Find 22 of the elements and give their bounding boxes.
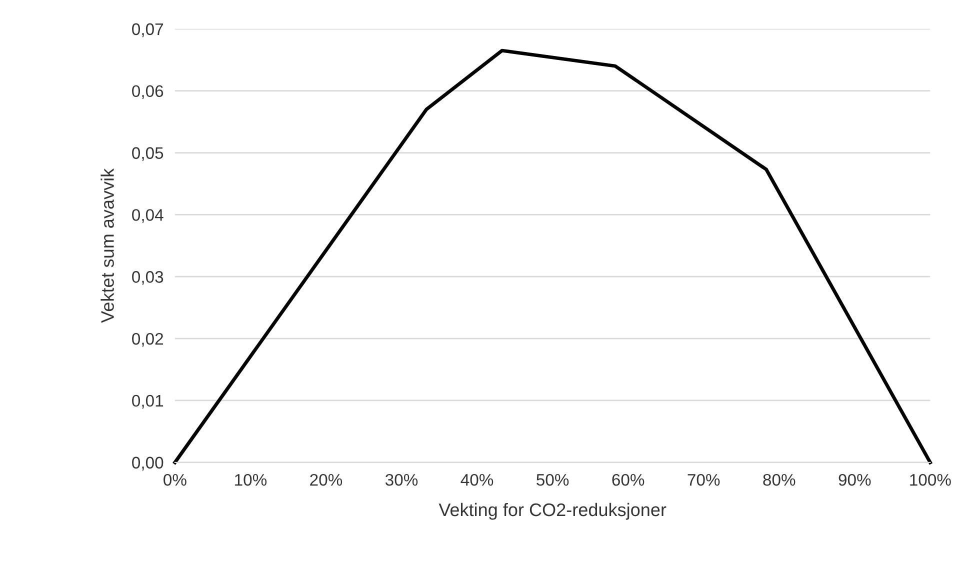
x-tick-label: 70%	[688, 474, 720, 486]
x-tick-label: 60%	[612, 474, 644, 486]
x-tick-label: 10%	[235, 474, 267, 486]
y-tick-label: 0,03	[132, 271, 164, 285]
y-tick-label: 0,05	[132, 147, 164, 161]
x-tick-label: 20%	[310, 474, 342, 486]
y-tick-label: 0,00	[132, 456, 164, 471]
y-tick-label: 0,01	[132, 394, 164, 409]
x-tick-label: 90%	[838, 474, 871, 486]
line-series	[173, 48, 932, 464]
x-tick-label: 50%	[536, 474, 569, 486]
x-tick-label: 0%	[164, 474, 186, 486]
x-tick-label: 100%	[910, 474, 951, 486]
x-tick-label: 40%	[460, 474, 494, 486]
y-tick-label: 0,06	[132, 85, 164, 99]
y-axis-title: Vektet sum avavvik	[100, 168, 114, 323]
y-tick-label: 0,07	[132, 23, 164, 38]
x-tick-label: 80%	[763, 474, 796, 486]
x-tick-label: 30%	[385, 474, 418, 486]
y-tick-label: 0,02	[132, 332, 164, 347]
x-axis-title: Vekting for CO2-reduksjoner	[438, 502, 666, 520]
y-tick-label: 0,04	[132, 209, 164, 223]
